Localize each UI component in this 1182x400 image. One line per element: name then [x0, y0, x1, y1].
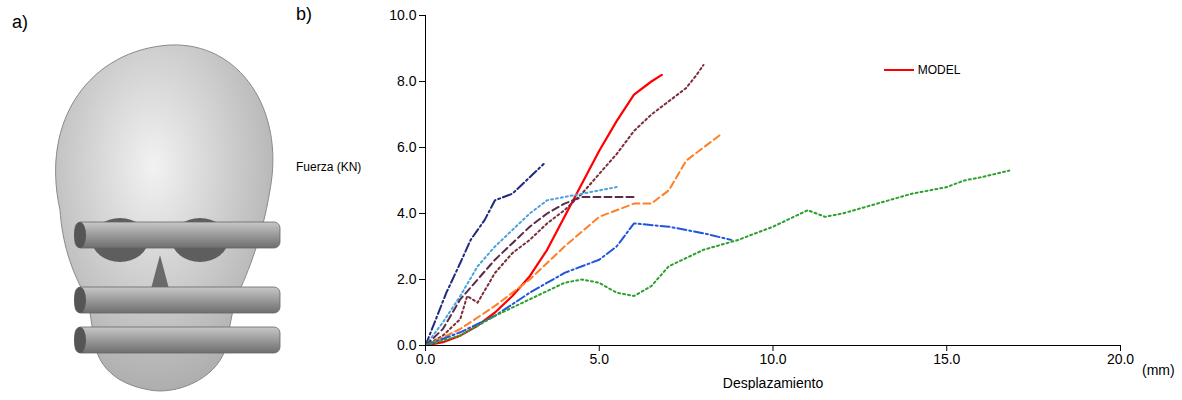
html-text:b): b) [296, 4, 312, 24]
svg-text:15.0: 15.0 [933, 351, 960, 367]
svg-text:20.0: 20.0 [1107, 351, 1134, 367]
svg-text:8.0: 8.0 [397, 73, 417, 89]
html-text:Fuerza (KN): Fuerza (KN) [296, 160, 362, 175]
svg-text:a): a) [12, 12, 28, 32]
svg-text:4.0: 4.0 [397, 205, 417, 221]
svg-text:10.0: 10.0 [389, 7, 416, 23]
html-text:MODEL: MODEL [917, 63, 961, 77]
svg-text:0.0: 0.0 [416, 351, 436, 367]
html-text:(mm): (mm) [1142, 362, 1175, 378]
svg-text:6.0: 6.0 [397, 139, 417, 155]
svg-text:2.0: 2.0 [397, 271, 417, 287]
svg-text:0.0: 0.0 [397, 337, 417, 353]
svg-text:5.0: 5.0 [590, 351, 610, 367]
svg-text:10.0: 10.0 [759, 351, 786, 367]
svg-text:Desplazamiento: Desplazamiento [723, 375, 824, 391]
